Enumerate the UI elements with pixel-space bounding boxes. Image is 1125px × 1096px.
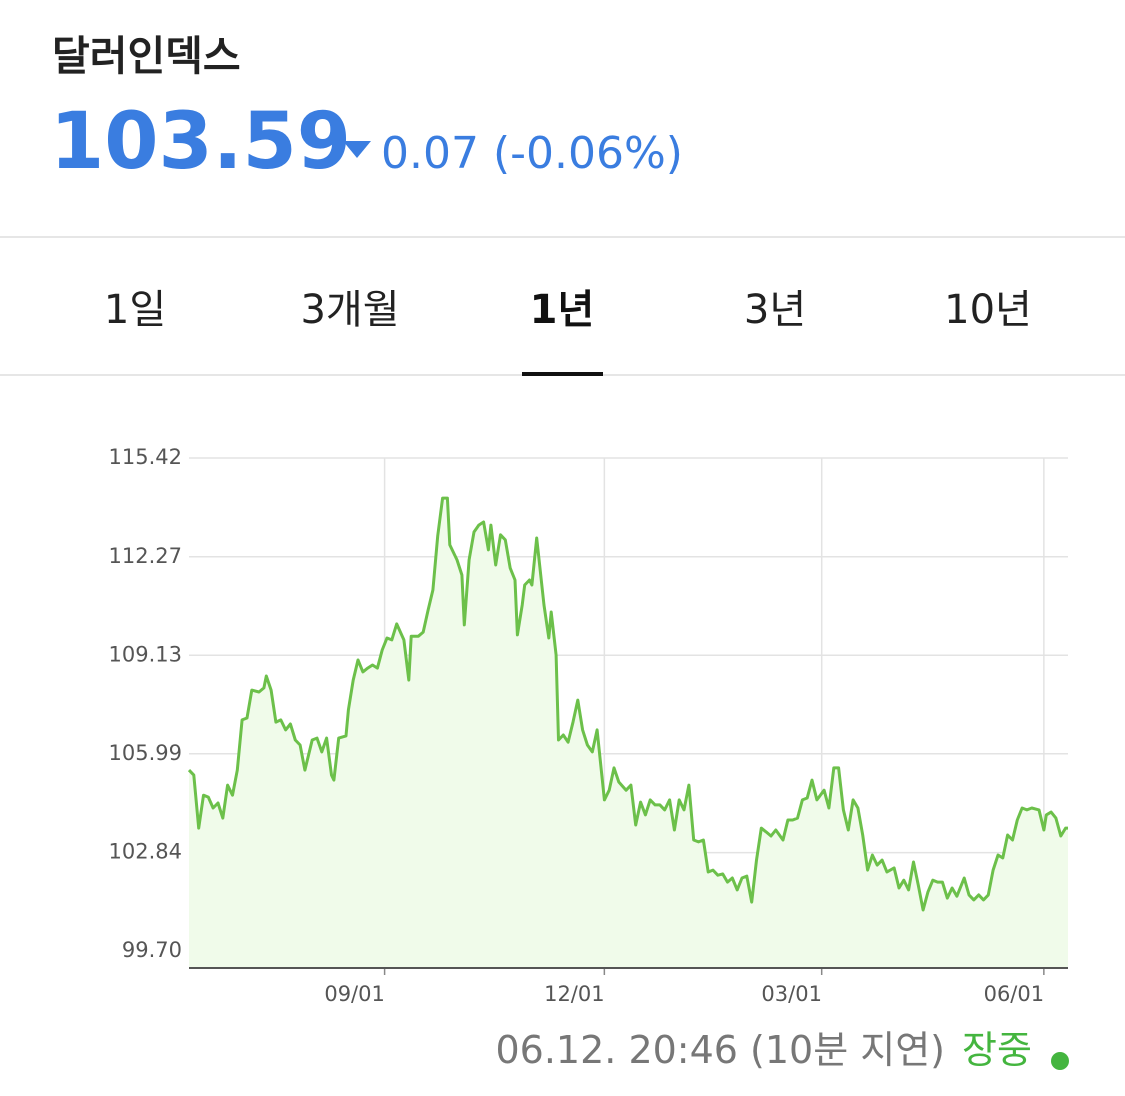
- x-tick-label: 09/01: [324, 982, 385, 1006]
- tab[interactable]: 3개월: [300, 287, 399, 333]
- chart: 99.70 102.84 105.99 109.13 112.27 115.42 09/01…: [109, 445, 1068, 1006]
- y-tick-label: 99.70: [122, 938, 182, 962]
- y-tick-label: 105.99: [109, 741, 182, 765]
- line: [187, 496, 1068, 912]
- change-percent: (-0.06%): [493, 128, 683, 179]
- y-tick-label: 112.27: [109, 544, 182, 568]
- price: 103.59: [50, 97, 351, 187]
- active-tab-underline: [522, 372, 603, 376]
- market-status: 장중: [962, 1028, 1032, 1072]
- tab[interactable]: 10년: [944, 287, 1032, 333]
- down-arrow: [343, 141, 371, 158]
- area: [189, 498, 1068, 968]
- timestamp: 06.12. 20:46 (10분 지연): [496, 1028, 946, 1072]
- y-tick-label: 109.13: [109, 642, 182, 666]
- x-tick-label: 12/01: [544, 982, 605, 1006]
- x-tick-label: 06/01: [984, 982, 1045, 1006]
- change: 0.07: [381, 128, 479, 179]
- y-tick-label: 115.42: [109, 445, 182, 469]
- tab[interactable]: 3년: [744, 287, 806, 333]
- x-tick-label: 03/01: [761, 982, 822, 1006]
- status-dot: [1051, 1052, 1069, 1070]
- tab[interactable]: 1년: [530, 287, 595, 333]
- y-tick-label: 102.84: [109, 840, 182, 864]
- title: 달러인덱스: [52, 32, 241, 80]
- tab[interactable]: 1일: [104, 287, 166, 333]
- tab-bar: 1일 3개월 1년 3년 10년: [104, 287, 1032, 333]
